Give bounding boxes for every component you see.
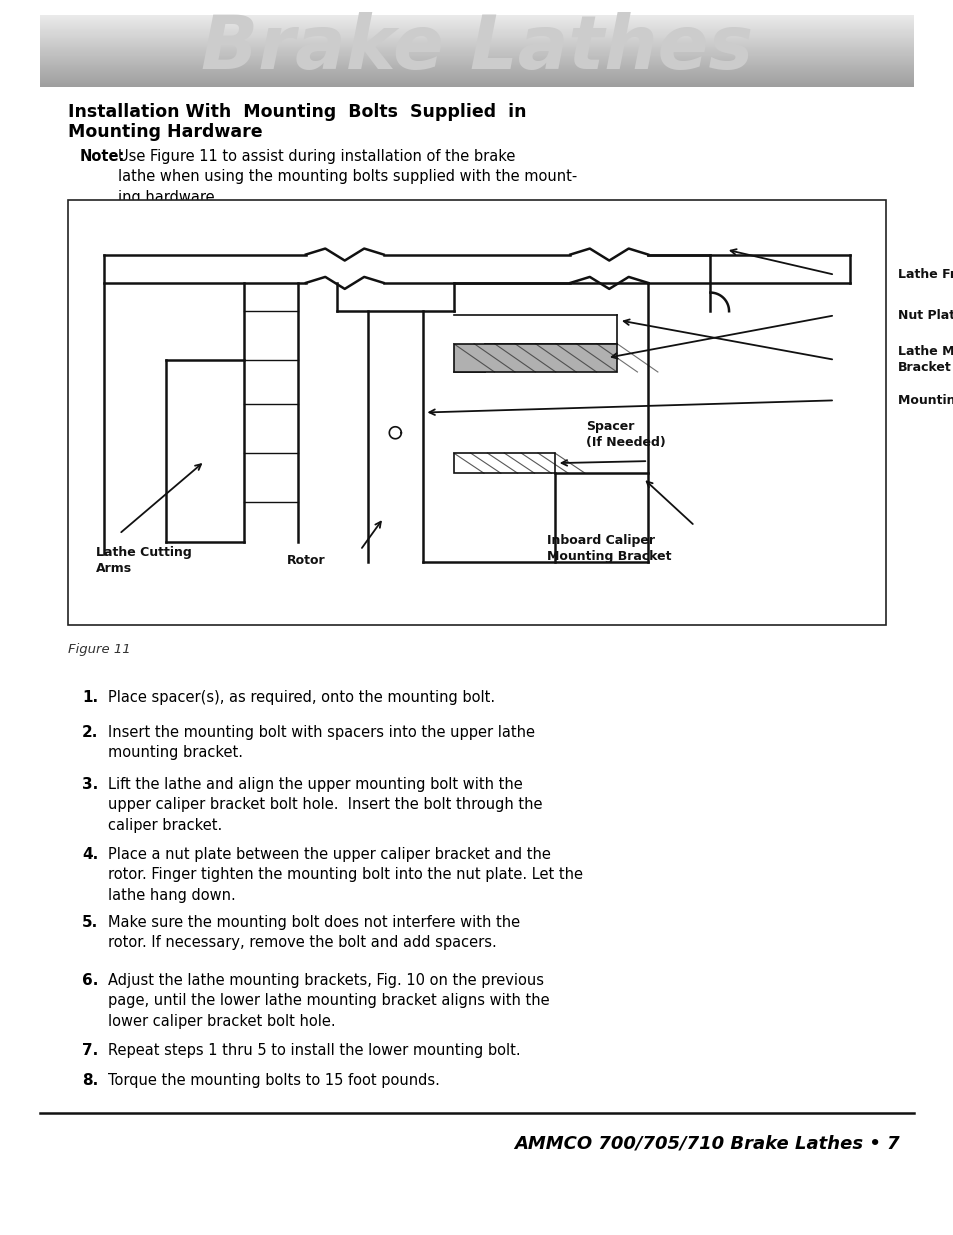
- Bar: [68, 200, 885, 625]
- Text: 6.: 6.: [82, 973, 98, 988]
- Text: Lathe Mounting
Bracket: Lathe Mounting Bracket: [897, 346, 953, 374]
- Text: AMMCO 700/705/710 Brake Lathes • 7: AMMCO 700/705/710 Brake Lathes • 7: [514, 1135, 899, 1153]
- Text: Adjust the lathe mounting brackets, Fig. 10 on the previous
page, until the lowe: Adjust the lathe mounting brackets, Fig.…: [108, 973, 549, 1029]
- Text: Torque the mounting bolts to 15 foot pounds.: Torque the mounting bolts to 15 foot pou…: [108, 1073, 439, 1088]
- Bar: [454, 343, 617, 372]
- Text: 7.: 7.: [82, 1044, 98, 1058]
- Text: Figure 11: Figure 11: [68, 643, 131, 656]
- Text: Rotor: Rotor: [286, 555, 325, 567]
- Text: Mounting Bolt: Mounting Bolt: [897, 394, 953, 406]
- Text: 2.: 2.: [82, 725, 98, 740]
- Text: 8.: 8.: [82, 1073, 98, 1088]
- Text: Place spacer(s), as required, onto the mounting bolt.: Place spacer(s), as required, onto the m…: [108, 690, 495, 705]
- Text: Use Figure 11 to assist during installation of the brake
lathe when using the mo: Use Figure 11 to assist during installat…: [118, 149, 577, 205]
- Text: Installation With  Mounting  Bolts  Supplied  in: Installation With Mounting Bolts Supplie…: [68, 103, 526, 121]
- Text: Place a nut plate between the upper caliper bracket and the
rotor. Finger tighte: Place a nut plate between the upper cali…: [108, 847, 582, 903]
- Text: 1.: 1.: [82, 690, 98, 705]
- Text: Insert the mounting bolt with spacers into the upper lathe
mounting bracket.: Insert the mounting bolt with spacers in…: [108, 725, 535, 761]
- Text: Nut Plate: Nut Plate: [897, 309, 953, 322]
- Text: Make sure the mounting bolt does not interfere with the
rotor. If necessary, rem: Make sure the mounting bolt does not int…: [108, 915, 519, 951]
- Text: Repeat steps 1 thru 5 to install the lower mounting bolt.: Repeat steps 1 thru 5 to install the low…: [108, 1044, 520, 1058]
- Bar: [454, 453, 555, 473]
- Text: 4.: 4.: [82, 847, 98, 862]
- Text: 3.: 3.: [82, 777, 98, 792]
- Text: Brake Lathes: Brake Lathes: [201, 12, 752, 85]
- Text: Spacer
(If Needed): Spacer (If Needed): [585, 420, 665, 450]
- Text: Lathe Cutting
Arms: Lathe Cutting Arms: [95, 546, 192, 576]
- Text: Mounting Hardware: Mounting Hardware: [68, 124, 262, 141]
- Text: 5.: 5.: [82, 915, 98, 930]
- Text: Lathe Frame: Lathe Frame: [897, 268, 953, 282]
- Text: Inboard Caliper
Mounting Bracket: Inboard Caliper Mounting Bracket: [546, 534, 671, 563]
- Text: Note:: Note:: [80, 149, 125, 164]
- Text: Lift the lathe and align the upper mounting bolt with the
upper caliper bracket : Lift the lathe and align the upper mount…: [108, 777, 542, 832]
